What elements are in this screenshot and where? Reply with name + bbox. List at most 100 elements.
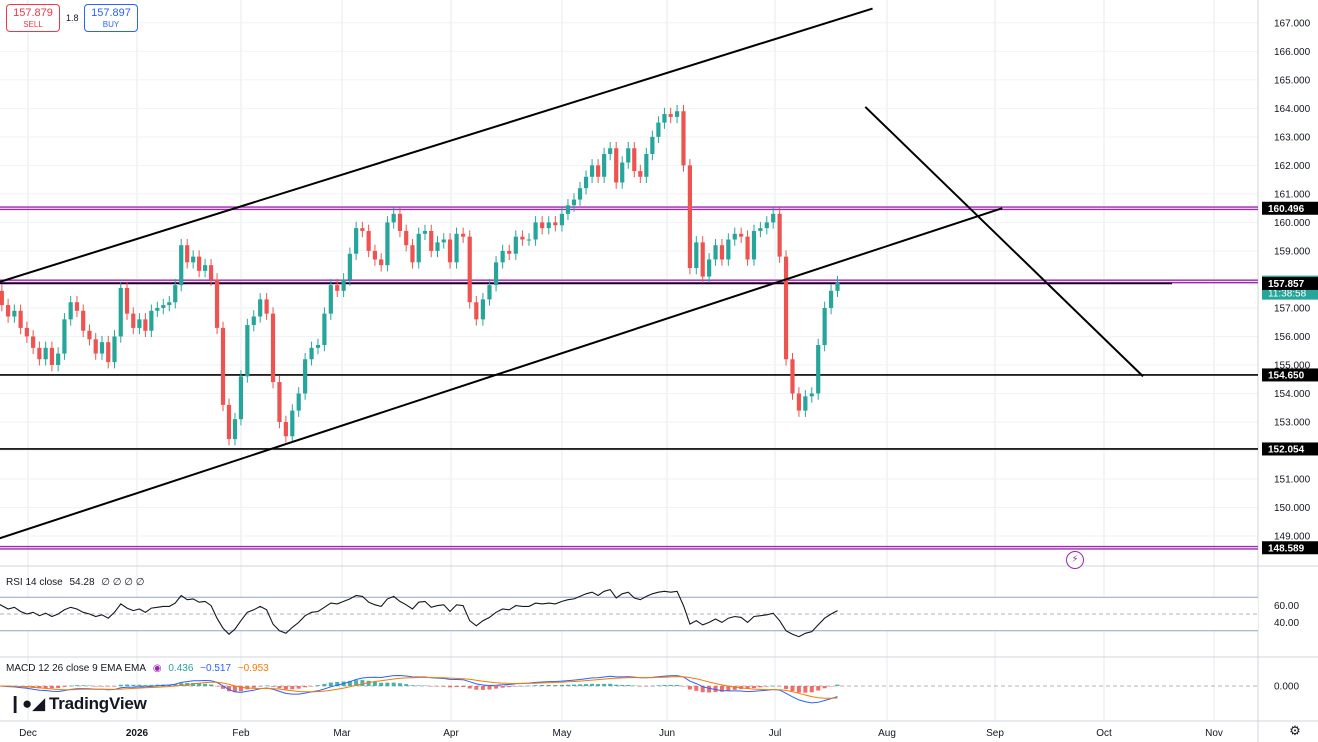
candle-body bbox=[783, 256, 789, 360]
macd-histogram-bar bbox=[681, 686, 686, 687]
macd-histogram-bar bbox=[553, 685, 558, 686]
candle-body bbox=[441, 239, 446, 243]
candle-body bbox=[0, 290, 4, 306]
candle-body bbox=[238, 376, 244, 420]
macd-histogram-bar bbox=[835, 684, 840, 686]
macd-histogram-bar bbox=[632, 685, 637, 687]
rsi-line bbox=[0, 588, 838, 638]
macd-histogram-bar bbox=[474, 686, 479, 690]
macd-histogram-bar bbox=[379, 682, 384, 686]
buy-button[interactable]: 157.897 BUY bbox=[84, 4, 138, 32]
candle-body bbox=[315, 345, 321, 348]
candle-body bbox=[726, 239, 731, 260]
candle-body bbox=[5, 305, 11, 317]
macd-histogram-bar bbox=[700, 686, 705, 693]
candle-body bbox=[191, 256, 196, 263]
macd-histogram-bar bbox=[487, 686, 492, 690]
macd-eye-icon[interactable]: ◉ bbox=[152, 663, 162, 674]
sell-price: 157.879 bbox=[13, 7, 53, 19]
candle-body bbox=[112, 336, 117, 363]
candle-body bbox=[540, 222, 545, 229]
candle-body bbox=[751, 230, 757, 260]
macd-histogram-bar bbox=[745, 686, 750, 689]
candle-body bbox=[56, 353, 61, 365]
x-tick-label: 2026 bbox=[126, 728, 149, 739]
macd-histogram-bar bbox=[335, 681, 340, 686]
macd-histogram-bar bbox=[540, 685, 545, 686]
candle-body bbox=[131, 313, 136, 328]
candle-body bbox=[533, 222, 538, 240]
macd-histogram-bar bbox=[533, 685, 538, 686]
candle-body bbox=[553, 222, 558, 226]
candle-body bbox=[589, 165, 595, 177]
y-tick-label: 151.000 bbox=[1274, 475, 1311, 486]
macd-histogram-bar bbox=[790, 686, 795, 692]
macd-histogram-bar bbox=[37, 686, 42, 689]
tradingview-logo[interactable]: ❙●◢ TradingView bbox=[8, 694, 147, 714]
macd-histogram-bar bbox=[221, 686, 226, 689]
buy-label: BUY bbox=[102, 20, 120, 29]
candle-body bbox=[87, 330, 92, 340]
macd-name: MACD 12 26 close 9 EMA EMA bbox=[6, 663, 147, 674]
macd-histogram-bar bbox=[784, 686, 789, 689]
candle-body bbox=[226, 404, 232, 440]
y-tick-label: 166.000 bbox=[1274, 47, 1311, 58]
trendline[interactable] bbox=[0, 7, 873, 286]
candle-body bbox=[467, 236, 472, 303]
lightning-icon[interactable]: ⚡ bbox=[1066, 551, 1084, 569]
sell-button[interactable]: 157.879 SELL bbox=[6, 4, 60, 32]
macd-histogram-bar bbox=[81, 685, 86, 686]
macd-histogram-bar bbox=[829, 686, 834, 687]
macd-legend[interactable]: MACD 12 26 close 9 EMA EMA ◉ 0.436 −0.51… bbox=[6, 663, 273, 674]
price-label-text: 148.589 bbox=[1268, 543, 1305, 554]
macd-histogram-bar bbox=[309, 686, 314, 687]
candle-body bbox=[687, 165, 692, 269]
price-label-box bbox=[1262, 541, 1318, 555]
macd-histogram-bar bbox=[596, 684, 601, 686]
candle-body bbox=[835, 282, 840, 291]
candle-body bbox=[360, 228, 365, 231]
macd-histogram-bar bbox=[391, 682, 396, 686]
candle-body bbox=[674, 111, 680, 117]
candle-body bbox=[283, 421, 288, 437]
macd-histogram-bar bbox=[608, 683, 613, 686]
candle-body bbox=[480, 299, 485, 320]
trendline[interactable] bbox=[864, 106, 1144, 378]
macd-histogram-bar bbox=[137, 684, 142, 686]
logo-text: TradingView bbox=[49, 694, 147, 713]
candle-body bbox=[12, 310, 17, 317]
macd-histogram-bar bbox=[99, 686, 104, 687]
macd-histogram-bar bbox=[494, 686, 499, 689]
candle-body bbox=[577, 188, 583, 200]
rsi-legend[interactable]: RSI 14 close 54.28 ∅ ∅ ∅ ∅ bbox=[6, 577, 148, 588]
macd-histogram-bar bbox=[662, 684, 667, 686]
x-tick-label: Jul bbox=[769, 728, 782, 739]
macd-histogram-bar bbox=[584, 684, 589, 686]
candle-body bbox=[790, 359, 795, 394]
macd-histogram-bar bbox=[303, 686, 308, 688]
candle-body bbox=[583, 176, 589, 189]
y-tick-label: 155.000 bbox=[1274, 360, 1311, 371]
x-tick-label: Nov bbox=[1205, 728, 1223, 739]
macd-histogram-bar bbox=[56, 686, 61, 688]
x-tick-label: Sep bbox=[986, 728, 1004, 739]
macd-histogram-bar bbox=[215, 686, 220, 687]
macd-histogram-bar bbox=[360, 680, 365, 686]
macd-histogram-bar bbox=[513, 686, 518, 687]
macd-histogram-bar bbox=[191, 683, 196, 686]
y-tick-label: 164.000 bbox=[1274, 104, 1311, 115]
candle-body bbox=[507, 250, 512, 254]
macd-histogram-bar bbox=[87, 685, 92, 687]
trendline[interactable] bbox=[0, 207, 1003, 542]
candle-body bbox=[37, 347, 42, 360]
macd-histogram-bar bbox=[366, 680, 371, 686]
macd-histogram-bar bbox=[546, 684, 551, 686]
macd-histogram-bar bbox=[638, 686, 643, 687]
candle-body bbox=[303, 359, 308, 394]
macd-histogram-bar bbox=[454, 686, 459, 688]
candle-body bbox=[99, 342, 105, 354]
settings-gear-icon[interactable]: ⚙ bbox=[1289, 723, 1301, 738]
candle-body bbox=[454, 233, 459, 263]
macd-histogram-bar bbox=[416, 685, 421, 686]
